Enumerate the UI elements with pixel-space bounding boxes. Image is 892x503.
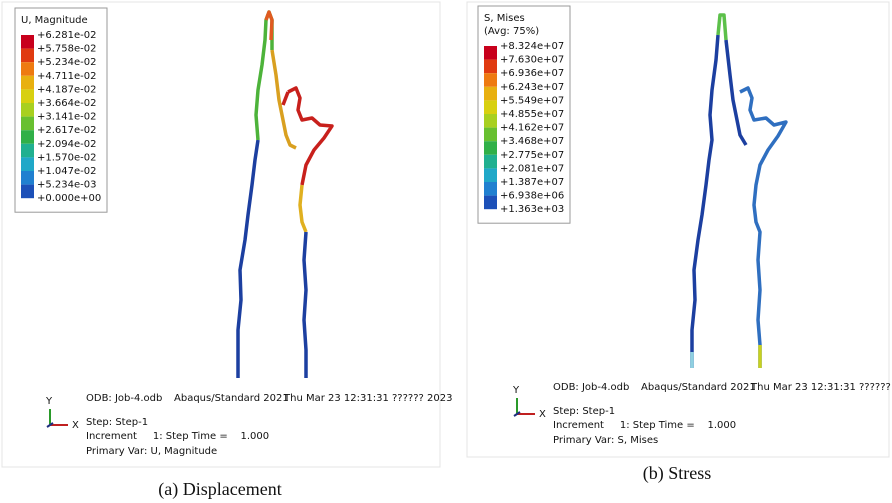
- legend-swatch: [484, 168, 497, 182]
- legend-label: +6.243e+07: [500, 82, 564, 93]
- legend-label: +5.234e-03: [37, 180, 97, 191]
- legend-label: +2.081e+07: [500, 163, 564, 174]
- info-solver: Abaqus/Standard 2021: [174, 393, 289, 404]
- legend-swatch: [484, 155, 497, 169]
- legend-label: +1.047e-02: [37, 166, 97, 177]
- axis-y-label: Y: [512, 385, 520, 396]
- legend-swatch: [484, 196, 497, 210]
- legend-swatch: [484, 114, 497, 128]
- legend-label: +4.711e-02: [37, 71, 97, 82]
- info-step: Step: Step-1: [86, 417, 148, 428]
- legend-swatch: [21, 185, 34, 199]
- info-solver: Abaqus/Standard 2021: [641, 382, 756, 393]
- legend-label: +6.281e-02: [37, 30, 97, 41]
- info-variable: Primary Var: U, Magnitude: [86, 446, 217, 457]
- legend-label: +6.938e+06: [500, 191, 564, 202]
- legend-swatch: [21, 62, 34, 76]
- legend-swatch: [484, 73, 497, 87]
- legend-swatch: [21, 171, 34, 185]
- legend-label: +2.094e-02: [37, 139, 97, 150]
- legend-swatch: [484, 87, 497, 101]
- legend-swatch: [21, 130, 34, 144]
- info-increment: Increment 1: Step Time = 1.000: [86, 431, 269, 442]
- legend-title: S, Mises: [484, 13, 525, 24]
- info-step: Step: Step-1: [553, 406, 615, 417]
- legend-swatch: [484, 182, 497, 196]
- info-date: Thu Mar 23 12:31:31 ?????? 2023: [283, 393, 452, 404]
- legend-label: +1.387e+07: [500, 177, 564, 188]
- info-odb: ODB: Job-4.odb: [553, 382, 629, 393]
- axis-y-label: Y: [45, 396, 53, 407]
- legend-swatch: [21, 76, 34, 90]
- legend-label: +2.617e-02: [37, 125, 97, 136]
- legend-label: +5.549e+07: [500, 95, 564, 106]
- info-odb: ODB: Job-4.odb: [86, 393, 162, 404]
- legend-label: +6.936e+07: [500, 68, 564, 79]
- legend-swatch: [21, 103, 34, 117]
- info-variable: Primary Var: S, Mises: [553, 435, 658, 446]
- legend-swatch: [484, 100, 497, 114]
- legend-label: +4.187e-02: [37, 84, 97, 95]
- legend-label: +3.141e-02: [37, 112, 97, 123]
- legend-swatch: [21, 144, 34, 158]
- legend-label: +1.363e+03: [500, 204, 564, 215]
- page: U, Magnitude +6.281e-02 +5.758e-02 +5.234e-…: [0, 0, 892, 503]
- axis-x-label: X: [539, 409, 546, 420]
- legend-label: +7.630e+07: [500, 55, 564, 66]
- figure: U, Magnitude +6.281e-02 +5.758e-02 +5.234e-…: [0, 0, 892, 503]
- legend-swatch: [484, 60, 497, 74]
- info-date: Thu Mar 23 12:31:31 ?????? 2023: [750, 382, 892, 393]
- caption: (b) Stress: [643, 463, 712, 484]
- legend-label: +0.000e+00: [37, 193, 101, 204]
- axis-x-label: X: [72, 420, 79, 431]
- legend-swatch: [21, 117, 34, 131]
- legend-label: +2.775e+07: [500, 150, 564, 161]
- legend-swatch: [21, 49, 34, 63]
- legend-label: +1.570e-02: [37, 152, 97, 163]
- legend-title: U, Magnitude: [21, 15, 88, 26]
- legend-swatch: [484, 141, 497, 155]
- legend-swatch: [21, 157, 34, 171]
- legend-label: +3.664e-02: [37, 98, 97, 109]
- legend-label: +8.324e+07: [500, 41, 564, 52]
- caption: (a) Displacement: [158, 479, 281, 500]
- legend-swatch: [21, 89, 34, 103]
- legend-swatch: [484, 46, 497, 60]
- legend-label: +4.162e+07: [500, 123, 564, 134]
- legend-swatch: [21, 35, 34, 49]
- legend-label: +3.468e+07: [500, 136, 564, 147]
- legend-label: +5.758e-02: [37, 44, 97, 55]
- legend-title: (Avg: 75%): [484, 26, 539, 37]
- legend-swatch: [484, 128, 497, 142]
- info-increment: Increment 1: Step Time = 1.000: [553, 420, 736, 431]
- legend-label: +5.234e-02: [37, 57, 97, 68]
- legend-label: +4.855e+07: [500, 109, 564, 120]
